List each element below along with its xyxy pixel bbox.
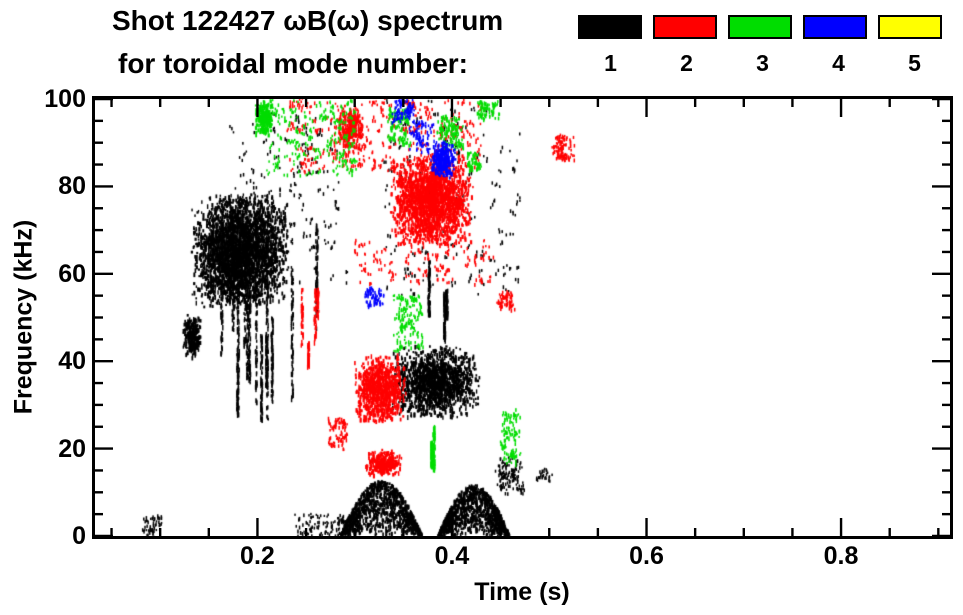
x-tick-label: 0.8 [823, 542, 859, 570]
legend-mode-numbers: 1 2 3 4 5 [578, 50, 947, 77]
legend-mode-number: 2 [680, 50, 693, 76]
spectrum-canvas [95, 99, 950, 536]
legend-caption: for toroidal mode number: [118, 48, 468, 79]
x-axis-label: Time (s) [474, 578, 570, 606]
legend-swatches [578, 15, 942, 39]
x-tick-label: 0.6 [629, 542, 664, 570]
axis-ticks [95, 97, 950, 538]
legend-swatch-mode-3 [728, 15, 792, 39]
legend-mode-number: 5 [908, 50, 921, 76]
x-tick-label: 0.2 [240, 542, 275, 570]
legend-swatch-mode-4 [803, 15, 867, 39]
y-tick-label: 100 [44, 85, 86, 113]
legend-mode-number: 4 [832, 50, 845, 76]
y-tick-label: 60 [58, 259, 86, 288]
x-tick-label: 0.4 [434, 542, 470, 570]
legend-mode-number: 1 [604, 50, 617, 76]
legend-swatch-mode-2 [653, 15, 717, 39]
y-tick-label: 0 [72, 522, 86, 550]
y-axis-label: Frequency (kHz) [9, 219, 38, 415]
y-tick-label: 40 [58, 347, 86, 376]
y-tick-label: 80 [58, 172, 86, 201]
chart-title: Shot 122427 ωB(ω) spectrum [112, 5, 504, 36]
y-tick-label: 20 [58, 434, 86, 463]
legend-mode-number: 3 [756, 50, 769, 76]
legend-swatch-mode-1 [578, 15, 642, 39]
legend-swatch-mode-5 [878, 15, 942, 39]
